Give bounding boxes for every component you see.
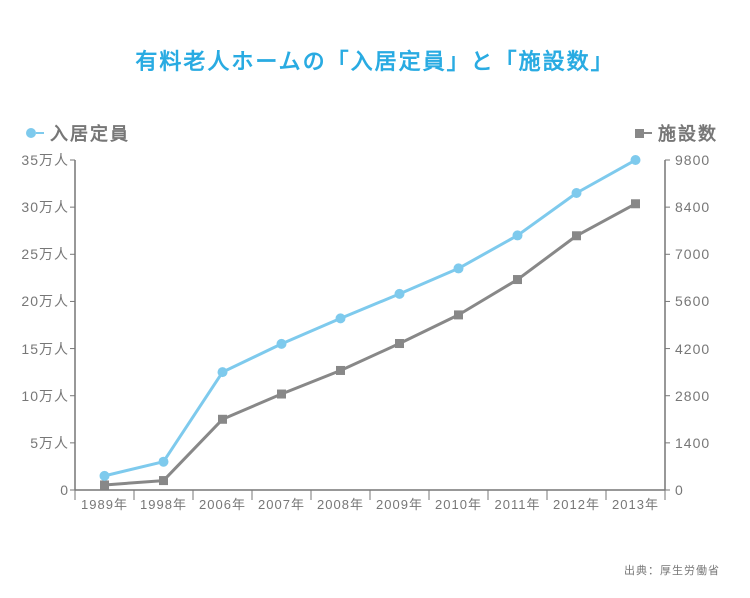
square-marker-icon [635,129,644,138]
x-separator [606,490,607,500]
y-right-tick: 0 [665,482,684,498]
line-icon [36,132,44,134]
x-tick: 2009年 [376,490,423,513]
x-separator [429,490,430,500]
chart-plot-area: 05万人10万人15万人20万人25万人30万人35万人014002800420… [75,160,665,490]
y-left-tick: 0 [60,482,75,498]
x-tick: 2010年 [435,490,482,513]
y-left-tick: 25万人 [21,244,75,264]
legend-label-2: 施設数 [658,120,718,146]
line-icon [644,132,652,134]
x-tick: 2006年 [199,490,246,513]
x-separator [75,490,76,500]
x-tick: 2008年 [317,490,364,513]
circle-marker-icon [26,128,36,138]
x-tick: 1998年 [140,490,187,513]
x-tick: 2012年 [553,490,600,513]
x-separator [665,490,666,500]
y-left-tick: 30万人 [21,197,75,217]
x-tick: 2013年 [612,490,659,513]
chart-title: 有料老人ホームの「入居定員」と「施設数」 [0,0,750,76]
x-separator [370,490,371,500]
legend-series-2: 施設数 [635,120,718,146]
y-left-tick: 20万人 [21,291,75,311]
x-separator [547,490,548,500]
legend-series-1: 入居定員 [26,120,130,146]
y-left-tick: 15万人 [21,339,75,359]
y-left-tick: 35万人 [21,150,75,170]
y-right-tick: 2800 [665,388,710,404]
x-separator [252,490,253,500]
x-tick: 2011年 [495,490,541,513]
y-right-tick: 1400 [665,435,710,451]
y-right-tick: 7000 [665,246,710,262]
chart-svg [75,160,665,490]
legend-label-1: 入居定員 [50,120,130,146]
x-separator [311,490,312,500]
y-right-tick: 8400 [665,199,710,215]
y-right-tick: 9800 [665,152,710,168]
y-right-tick: 5600 [665,293,710,309]
x-separator [488,490,489,500]
source-text: 出典：厚生労働省 [624,562,720,578]
y-right-tick: 4200 [665,341,710,357]
x-separator [193,490,194,500]
x-separator [134,490,135,500]
y-left-tick: 10万人 [21,386,75,406]
y-left-tick: 5万人 [30,433,75,453]
x-tick: 1989年 [81,490,128,513]
x-tick: 2007年 [258,490,305,513]
